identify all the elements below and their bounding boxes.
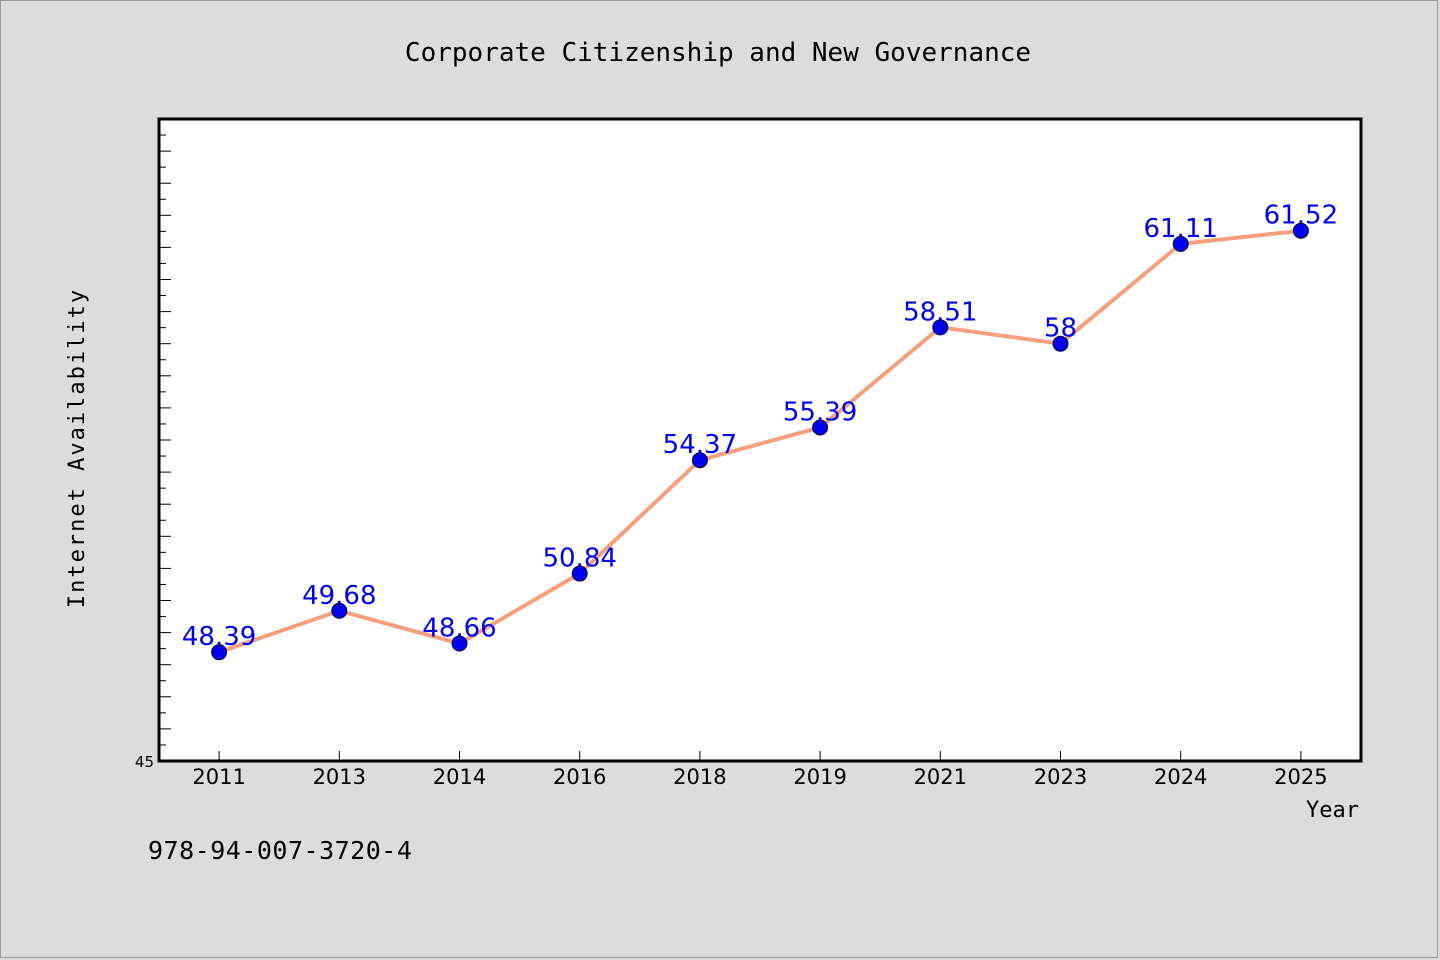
data-point xyxy=(1172,235,1189,252)
data-point xyxy=(331,602,348,619)
data-point xyxy=(571,565,588,582)
x-tick-label: 2023 xyxy=(1034,765,1087,789)
x-tick-label: 2019 xyxy=(793,765,846,789)
x-tick-label: 2011 xyxy=(192,765,245,789)
chart-title: Corporate Citizenship and New Governance xyxy=(405,38,1031,68)
x-tick-label: 2021 xyxy=(914,765,967,789)
data-point xyxy=(1292,222,1309,239)
x-axis-label: Year xyxy=(1306,798,1359,823)
series-line xyxy=(217,228,1303,655)
data-point xyxy=(932,319,949,336)
data-point xyxy=(1052,335,1069,352)
x-tick-label: 2025 xyxy=(1274,765,1327,789)
x-tick-label: 2014 xyxy=(433,765,486,789)
x-tick-label: 2016 xyxy=(553,765,606,789)
series-layer: 48.3949.6848.6650.8454.3755.3958.515861.… xyxy=(182,201,1338,661)
y-axis-label: Internet Availability xyxy=(65,288,90,608)
x-tick-label: 2024 xyxy=(1154,765,1207,789)
x-axis-ticks: 2011 2013 2014 2016 2018 2019 2021 2023 2024 2025 xyxy=(192,751,1328,789)
y-tick-label: 45 xyxy=(135,753,154,771)
x-tick-label: 2018 xyxy=(673,765,726,789)
isbn-footer: 978-94-007-3720-4 xyxy=(148,836,413,865)
data-point xyxy=(451,635,468,652)
y-axis-ticks: 45 xyxy=(135,118,171,771)
data-point xyxy=(691,452,708,469)
plot-area xyxy=(157,117,1363,763)
data-point xyxy=(812,419,829,436)
data-point xyxy=(211,644,228,661)
x-tick-label: 2013 xyxy=(313,765,366,789)
